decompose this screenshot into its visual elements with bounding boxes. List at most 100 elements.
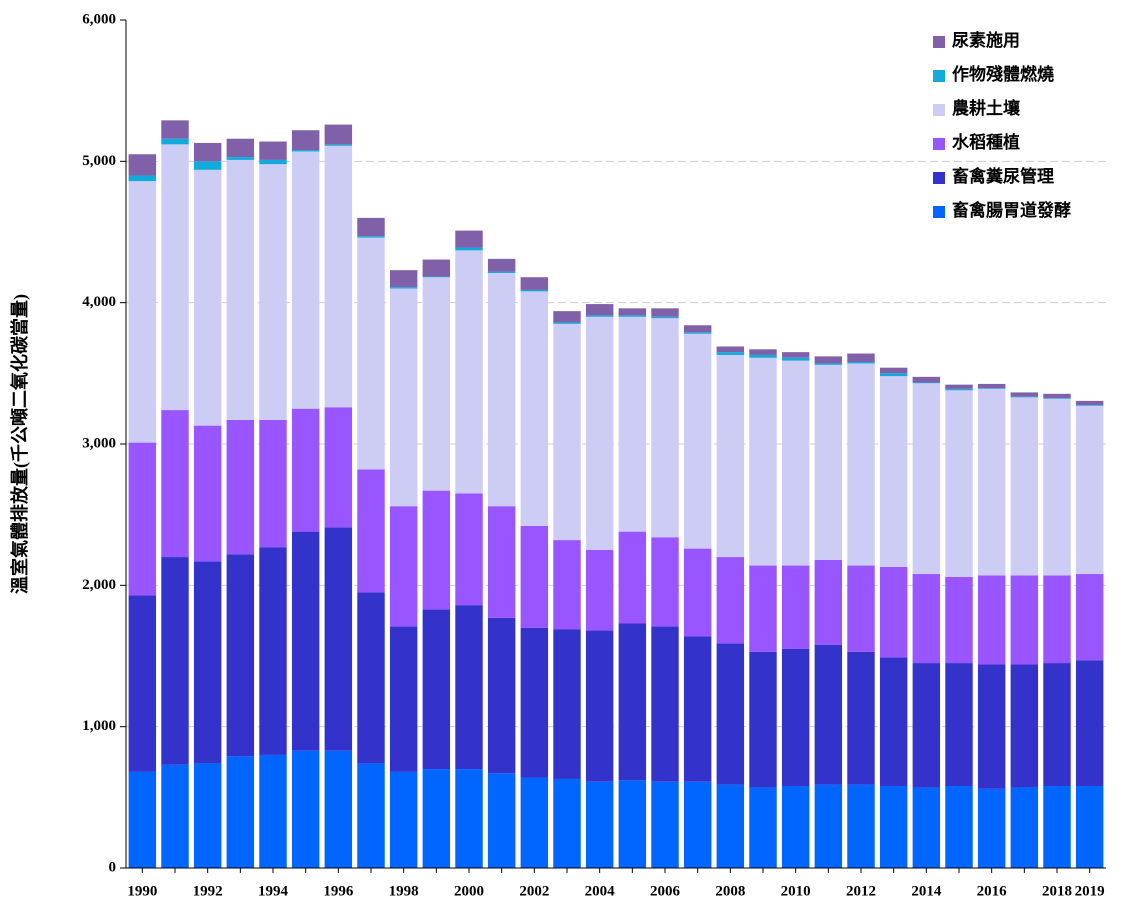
legend-label: 水稻種植 <box>952 132 1020 152</box>
bar-segment <box>357 763 385 868</box>
bar-segment <box>847 565 875 652</box>
bar-segment <box>716 354 745 558</box>
bar-segment <box>945 384 973 389</box>
bar-segment <box>520 525 549 628</box>
y-axis-label: 溫室氣體排放量(千公噸二氧化碳當量) <box>9 294 31 594</box>
bar-segment <box>585 550 614 631</box>
bar-segment <box>291 130 320 151</box>
x-tick-label: 1994 <box>258 883 289 899</box>
bar-segment <box>520 627 549 778</box>
bar-segment <box>814 356 843 364</box>
bar-segment <box>161 764 189 868</box>
bar-segment <box>324 145 353 408</box>
bar-segment <box>912 382 941 384</box>
bar-segment <box>128 595 157 772</box>
legend-label: 作物殘體燃燒 <box>952 64 1054 84</box>
y-tick-label: 1,000 <box>82 718 116 734</box>
bar-segment <box>553 311 581 323</box>
bar-segment <box>357 237 385 470</box>
bar-segment <box>291 150 320 152</box>
bar-segment <box>128 154 157 176</box>
bar-segment <box>520 777 549 868</box>
bar-segment <box>912 787 941 868</box>
bar-segment <box>847 362 875 364</box>
bar-segment <box>749 651 777 788</box>
bar-segment <box>324 407 353 528</box>
x-tick-label: 2019 <box>1075 883 1105 899</box>
bar-segment <box>847 353 875 363</box>
bar-segment <box>389 270 418 288</box>
bar-segment <box>847 363 875 566</box>
x-tick-label: 2000 <box>454 883 484 899</box>
bar-segment <box>847 784 875 868</box>
bar-segment <box>781 648 810 787</box>
bar-segment <box>683 781 712 868</box>
bar-segment <box>291 151 320 409</box>
bar-segment <box>945 576 973 664</box>
bar-segment <box>161 144 189 411</box>
bar-segment <box>1075 405 1104 575</box>
bar-segment <box>193 425 222 562</box>
bar-segment <box>259 419 287 548</box>
bar-segment <box>945 786 973 868</box>
bar-segment <box>455 605 483 770</box>
bar-segment <box>128 175 157 182</box>
bar-segment <box>1043 575 1071 664</box>
bar-segment <box>487 617 516 774</box>
bar-segment <box>1075 660 1104 787</box>
bar-segment <box>749 357 777 566</box>
x-tick-label: 1998 <box>389 883 419 899</box>
bar-segment <box>683 333 712 549</box>
bar-segment <box>1075 574 1104 661</box>
bar-segment <box>977 575 1006 665</box>
bar-segment <box>781 786 810 868</box>
x-tick-label: 2014 <box>911 883 942 899</box>
bar-segment <box>193 161 222 170</box>
legend-swatch <box>933 36 945 48</box>
bar-segment <box>814 644 843 785</box>
x-tick-label: 2002 <box>519 883 549 899</box>
bar-segment <box>422 259 451 277</box>
bar-segment <box>945 663 973 787</box>
bar-segment <box>716 784 745 868</box>
bar-segment <box>912 574 941 664</box>
bar-segment <box>749 787 777 868</box>
y-tick-label: 4,000 <box>82 294 116 310</box>
bar-segment <box>422 609 451 770</box>
bar-segment <box>553 778 581 868</box>
bar-segment <box>553 322 581 324</box>
legend-swatch <box>933 138 945 150</box>
bar-segment <box>1010 664 1039 788</box>
bar-segment <box>1010 787 1039 868</box>
bar-segment <box>193 142 222 162</box>
bar-segment <box>259 754 287 868</box>
bar-segment <box>716 346 745 353</box>
bar-segment <box>226 756 255 868</box>
bar-segment <box>749 349 777 355</box>
bar-segment <box>912 383 941 575</box>
bar-segment <box>487 258 516 272</box>
bar-segment <box>1010 396 1039 398</box>
legend-label: 畜禽腸胃道發酵 <box>952 200 1071 220</box>
bar-segment <box>781 565 810 649</box>
bar-segment <box>455 247 483 251</box>
bar-segment <box>618 308 647 316</box>
bar-segment <box>977 383 1006 389</box>
y-tick-label: 6,000 <box>82 11 116 27</box>
bar-segment <box>651 316 679 319</box>
bar-segment <box>357 592 385 764</box>
bar-segment <box>1075 405 1104 406</box>
bar-segment <box>487 271 516 273</box>
bar-segment <box>879 566 908 658</box>
bar-segment <box>487 506 516 618</box>
x-tick-label: 2018 <box>1042 883 1072 899</box>
bar-segment <box>226 554 255 757</box>
bar-segment <box>291 750 320 868</box>
bar-segment <box>455 230 483 248</box>
bar-segment <box>520 289 549 292</box>
legend-swatch <box>933 70 945 82</box>
x-tick-label: 2008 <box>715 883 745 899</box>
bar-segment <box>226 157 255 160</box>
bar-segment <box>879 367 908 374</box>
bar-segment <box>291 408 320 532</box>
